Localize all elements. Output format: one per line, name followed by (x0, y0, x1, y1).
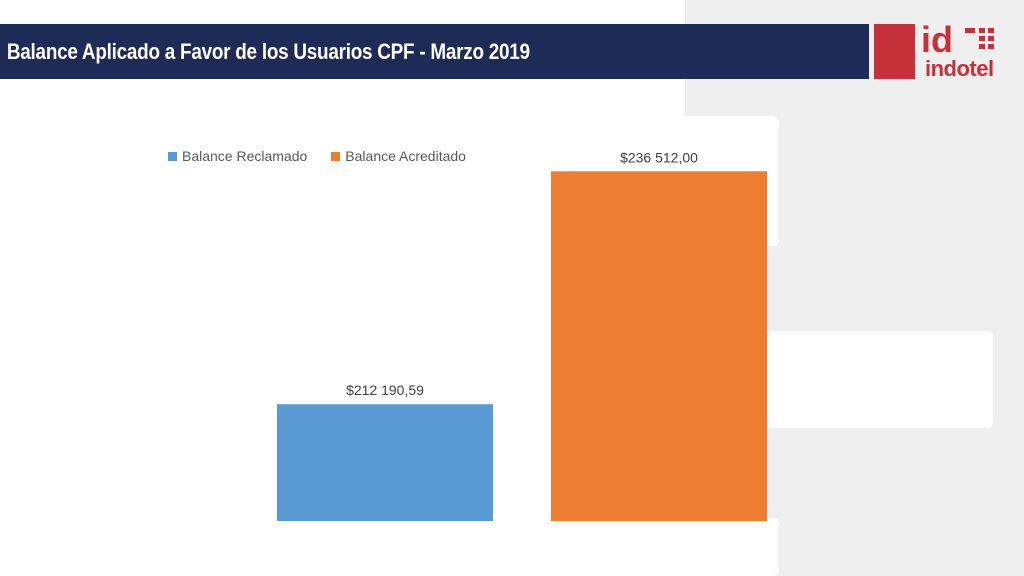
logo-wordmark: id (921, 22, 953, 60)
data-label: $212 190,59 (346, 382, 424, 398)
legend-item: Balance Reclamado (168, 148, 307, 164)
indotel-logo-icon: id (921, 22, 994, 60)
legend-swatch (168, 151, 177, 161)
legend-swatch (331, 151, 341, 161)
header-bar: Balance Aplicado a Favor de los Usuarios… (0, 24, 869, 79)
data-label: $236 512,00 (620, 149, 698, 165)
chart-legend: Balance Reclamado Balance Acreditado (168, 148, 466, 164)
background-card (680, 518, 779, 576)
logo-red-block (874, 24, 915, 79)
legend-label: Balance Acreditado (345, 148, 466, 164)
legend-label: Balance Reclamado (182, 148, 308, 164)
legend-item: Balance Acreditado (331, 148, 466, 164)
bar-1 (277, 404, 493, 521)
page-title: Balance Aplicado a Favor de los Usuarios… (6, 38, 530, 64)
logo-name: indotel (925, 56, 994, 81)
bar-2 (551, 171, 767, 521)
